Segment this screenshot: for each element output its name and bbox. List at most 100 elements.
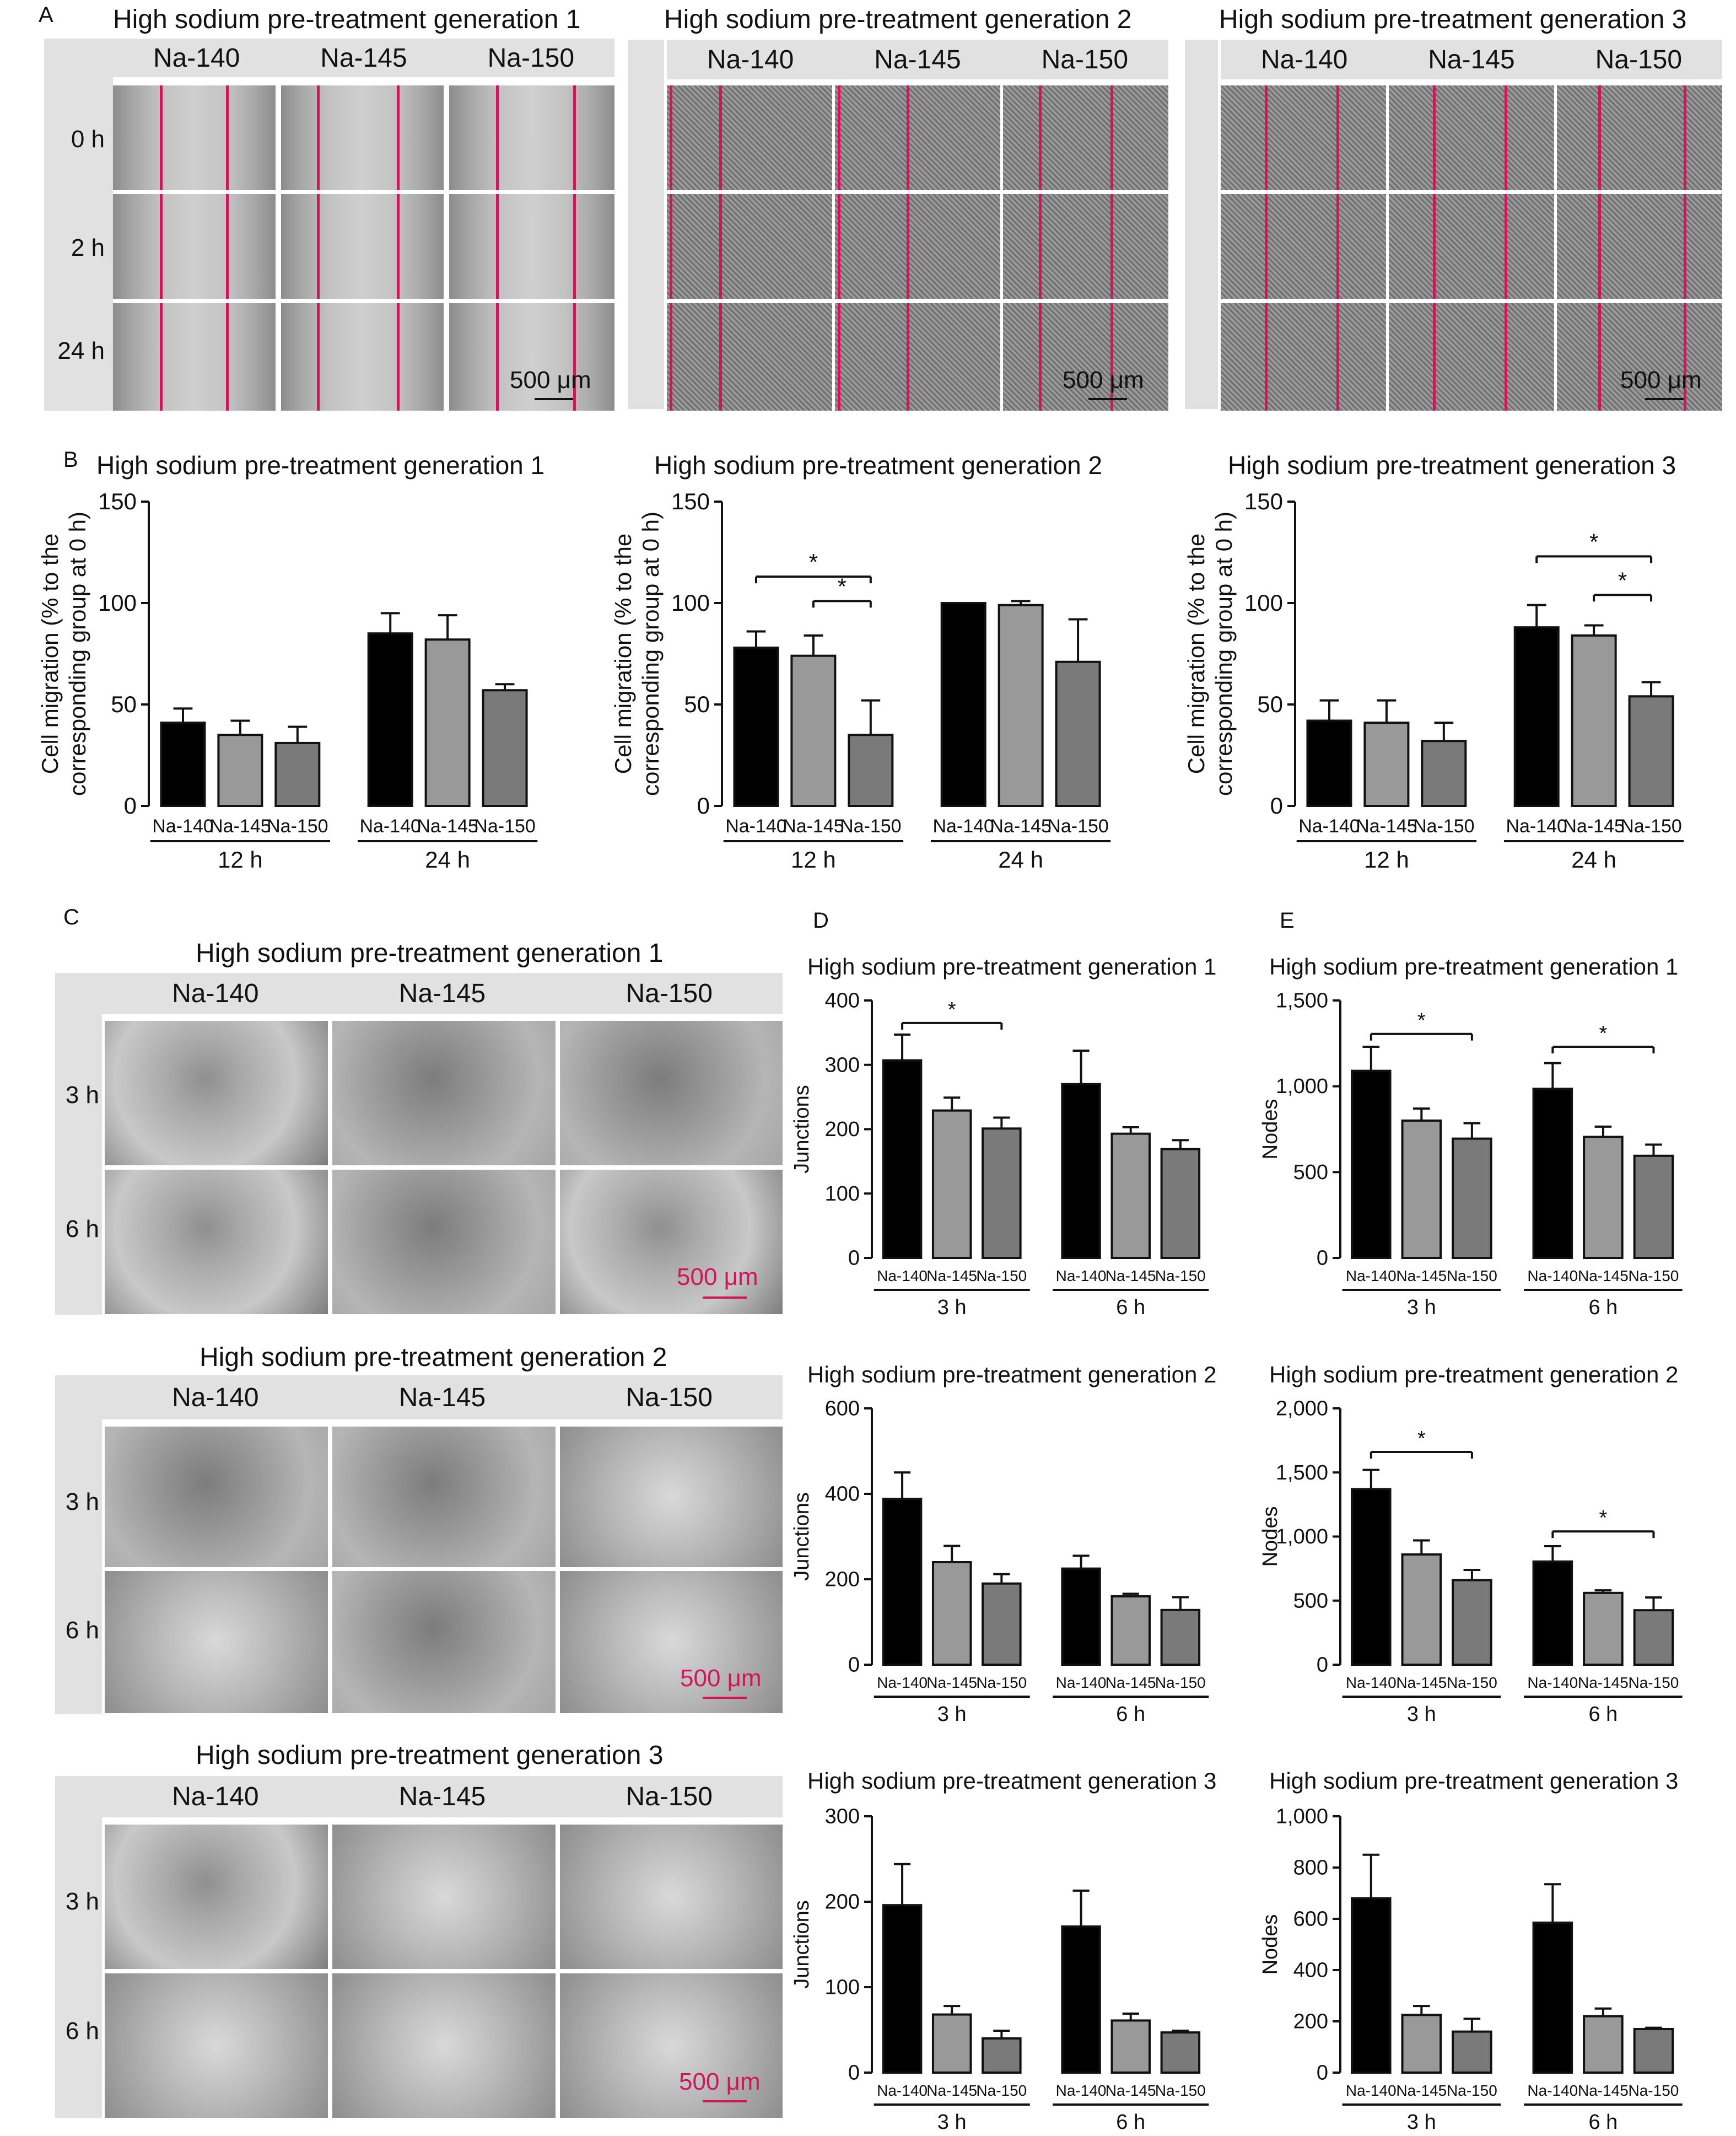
bar xyxy=(1401,2014,1442,2074)
group-label: 6 h xyxy=(1588,2111,1618,2134)
y-tick-label: 0 xyxy=(124,793,137,819)
category-label: Na-140 xyxy=(1346,2082,1397,2099)
scratch-image xyxy=(449,194,614,299)
y-tick-label: 1,500 xyxy=(1276,1461,1328,1484)
category-label: Na-150 xyxy=(1447,1267,1497,1284)
group-label: 3 h xyxy=(937,2111,967,2134)
category-label: Na-150 xyxy=(1447,2082,1497,2099)
panel-letter-c: C xyxy=(63,905,79,929)
category-label: Na-140 xyxy=(1527,2082,1578,2099)
group-label: 3 h xyxy=(937,1703,967,1726)
y-tick-label: 2,000 xyxy=(1276,1397,1328,1421)
y-axis-label: corresponding group at 0 h) xyxy=(64,512,90,796)
bar xyxy=(982,1127,1022,1260)
category-label: Na-145 xyxy=(209,816,271,837)
bar xyxy=(931,1561,972,1666)
y-tick-label: 150 xyxy=(98,488,137,514)
y-tick-label: 400 xyxy=(825,1483,860,1506)
bar xyxy=(1513,626,1560,808)
bar xyxy=(940,602,986,807)
bar xyxy=(848,734,894,807)
category-label: Na-140 xyxy=(1056,1267,1107,1284)
scratch-image xyxy=(1557,85,1722,190)
bar xyxy=(998,604,1044,808)
scale-bar xyxy=(1645,398,1684,400)
category-label: Na-150 xyxy=(1629,2082,1679,2099)
column-label: Na-145 xyxy=(398,979,486,1008)
scratch-image xyxy=(449,303,614,411)
panel-a-header-1: Na-140 Na-145 Na-150 xyxy=(113,39,614,77)
category-label: Na-140 xyxy=(1056,2082,1107,2099)
bar xyxy=(1110,1132,1151,1260)
category-label: Na-145 xyxy=(1106,2082,1156,2099)
category-label: Na-145 xyxy=(1578,1267,1629,1284)
panel-a-side-2 xyxy=(628,40,664,409)
panel-c-title-1: High sodium pre-treatment generation 1 xyxy=(196,939,664,968)
tube-formation-image xyxy=(560,1427,783,1567)
bar xyxy=(1110,2019,1151,2074)
category-label: Na-140 xyxy=(1506,816,1567,837)
tube-formation-image xyxy=(332,1825,556,1969)
y-tick-label: 200 xyxy=(825,1568,860,1591)
chart-title: High sodium pre-treatment generation 1 xyxy=(1269,954,1678,980)
chart-title: High sodium pre-treatment generation 1 xyxy=(807,954,1216,980)
category-label: Na-150 xyxy=(976,1267,1027,1284)
bar xyxy=(1583,2015,1624,2074)
bar xyxy=(1633,1609,1674,1666)
category-label: Na-150 xyxy=(1155,1674,1206,1691)
tube-formation-image xyxy=(105,1427,328,1567)
column-label: Na-150 xyxy=(626,1382,713,1412)
panel-letter-a: A xyxy=(39,3,53,27)
category-label: Na-150 xyxy=(1413,816,1475,837)
row-label-24h: 24 h xyxy=(57,337,105,364)
panel-c-title-3: High sodium pre-treatment generation 3 xyxy=(196,1741,664,1770)
y-axis-label: Junctions xyxy=(790,1085,813,1174)
scale-bar xyxy=(703,1296,747,1299)
column-label: Na-140 xyxy=(153,43,240,73)
scratch-image xyxy=(835,194,1000,299)
y-tick-label: 400 xyxy=(1293,1959,1328,1982)
scratch-image xyxy=(1389,194,1554,299)
significance-star: * xyxy=(1599,1022,1608,1045)
panel-c-header-2: Na-140 Na-145 Na-150 xyxy=(102,1375,783,1419)
category-label: Na-145 xyxy=(1106,1674,1156,1691)
scratch-image xyxy=(113,194,276,299)
panel-letter-b: B xyxy=(63,448,78,472)
scratch-image xyxy=(113,303,276,411)
category-label: Na-150 xyxy=(1620,816,1682,837)
panel-a-title-1: High sodium pre-treatment generation 1 xyxy=(113,5,581,34)
y-tick-label: 0 xyxy=(1317,2062,1328,2085)
category-label: Na-140 xyxy=(877,1674,928,1691)
scratch-image xyxy=(1221,194,1386,299)
group-label: 6 h xyxy=(1116,1296,1145,1319)
bar xyxy=(931,1109,972,1259)
bar xyxy=(1350,1897,1392,2074)
category-label: Na-145 xyxy=(926,1674,977,1691)
category-label: Na-150 xyxy=(1047,816,1109,837)
category-label: Na-150 xyxy=(1155,2082,1206,2099)
column-label: Na-150 xyxy=(1041,45,1129,74)
bar xyxy=(1160,1148,1201,1259)
bar xyxy=(1061,1083,1101,1260)
y-tick-label: 400 xyxy=(825,989,860,1013)
y-axis-label: Junctions xyxy=(790,1492,813,1581)
y-tick-label: 200 xyxy=(825,1118,860,1141)
bar xyxy=(1363,722,1410,807)
scale-bar xyxy=(703,2100,747,2102)
bar xyxy=(882,1904,923,2074)
y-tick-label: 0 xyxy=(848,1247,860,1270)
bar xyxy=(1061,1925,1101,2074)
y-axis-label: Cell migration (% to the xyxy=(37,534,63,774)
tube-formation-image xyxy=(560,1571,783,1713)
category-label: Na-145 xyxy=(1396,1267,1447,1284)
category-label: Na-145 xyxy=(1578,2082,1629,2099)
group-label: 24 h xyxy=(1571,847,1616,873)
category-label: Na-150 xyxy=(976,2082,1027,2099)
bar xyxy=(1452,2030,1492,2074)
bar xyxy=(1452,1137,1492,1259)
category-label: Na-145 xyxy=(1396,2082,1447,2099)
y-tick-label: 0 xyxy=(697,793,710,819)
row-label-3h: 3 h xyxy=(65,1082,99,1109)
y-tick-label: 600 xyxy=(1293,1908,1328,1931)
